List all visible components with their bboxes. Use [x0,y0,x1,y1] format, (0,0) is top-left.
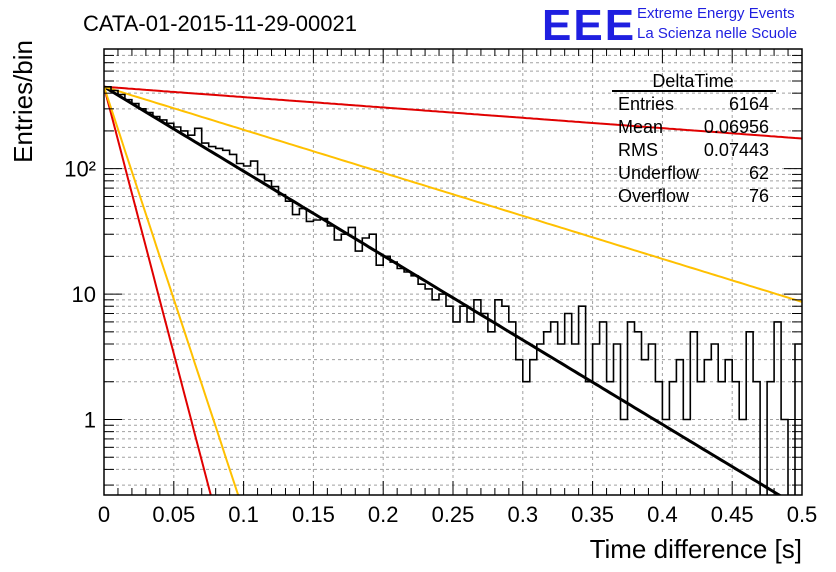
band-curve [104,86,212,495]
stats-value: 62 [749,163,769,183]
x-tick-label: 0.45 [711,502,754,527]
logo-line1: Extreme Energy Events [637,5,795,22]
x-tick-label: 0.25 [432,502,475,527]
x-tick-label: 0.1 [228,502,259,527]
x-axis-label: Time difference [s] [590,534,802,564]
stats-label: Underflow [618,163,700,183]
y-tick-label: 10 [72,282,96,307]
logo-line2: La Scienza nelle Scuole [637,25,797,42]
eee-logo: EEE Extreme Energy Events La Scienza nel… [542,1,797,50]
stats-title: DeltaTime [652,71,733,91]
y-axis-label: Entries/bin [8,40,38,163]
grid-lines [103,48,803,495]
band-curve [104,85,802,140]
logo-mark: EEE [542,1,636,50]
y-tick-label: 1 [84,407,96,432]
stats-box: DeltaTime Entries 6164 Mean 0.06956 RMS 0.074… [612,71,776,206]
x-tick-label: 0.3 [508,502,539,527]
y-tick-labels: 1 10 10² [64,157,96,433]
x-tick-label: 0.4 [647,502,678,527]
axes [103,48,803,496]
stats-value: 76 [749,186,769,206]
band-curve [104,86,240,495]
histogram-step [104,86,802,495]
x-tick-label: 0 [98,502,110,527]
stats-label: Entries [618,94,674,114]
y-tick-label: 10² [64,157,96,182]
x-tick-label: 0.05 [152,502,195,527]
fit-curve [104,85,783,495]
x-tick-labels: 0 0.05 0.1 0.15 0.2 0.25 0.3 0.35 0.4 0.45 0.5 [98,502,817,527]
stats-value: 6164 [729,94,769,114]
x-tick-label: 0.35 [571,502,614,527]
stats-label: Overflow [618,186,690,206]
x-tick-label: 0.2 [368,502,399,527]
histogram-series [104,86,802,495]
stats-label: RMS [618,140,658,160]
stats-rows: Entries 6164 Mean 0.06956 RMS 0.07443Underflo… [618,94,769,206]
chart-title: CATA-01-2015-11-29-00021 [83,11,357,36]
band-curve [104,85,802,303]
stats-label: Mean [618,117,663,137]
x-tick-label: 0.5 [787,502,818,527]
fit-curves [104,85,802,495]
stats-value: 0.07443 [704,140,769,160]
stats-value: 0.06956 [704,117,769,137]
x-tick-label: 0.15 [292,502,335,527]
